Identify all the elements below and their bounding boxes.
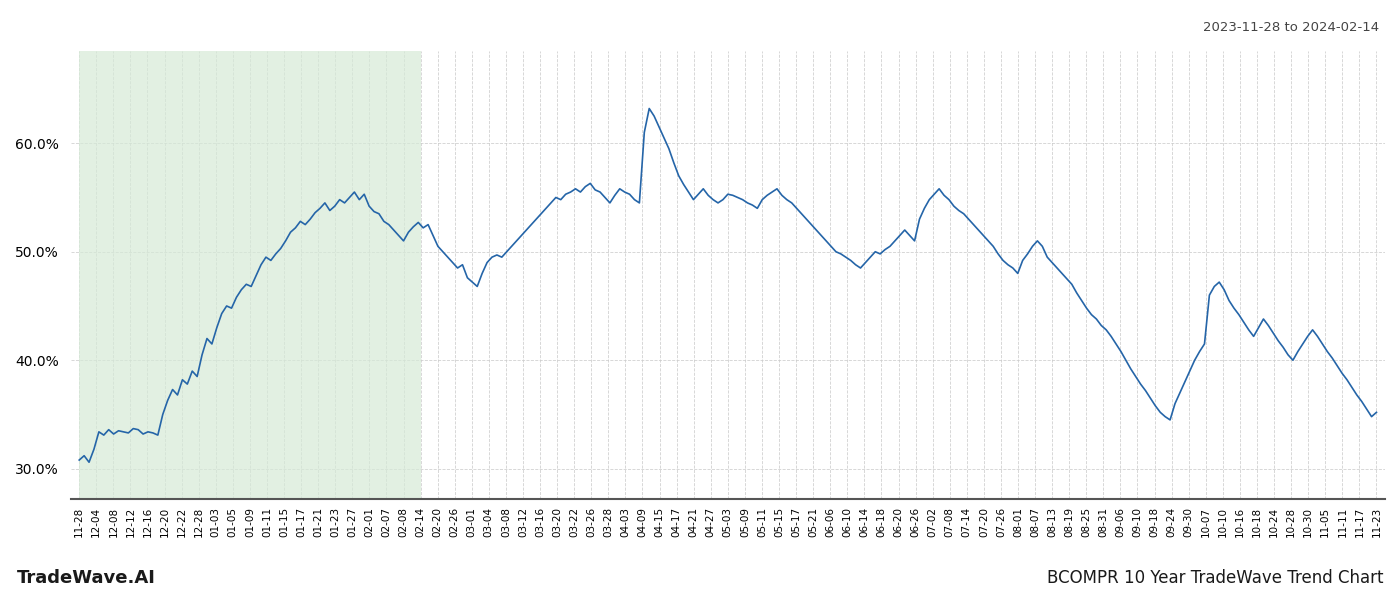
Text: TradeWave.AI: TradeWave.AI [17, 569, 155, 587]
Bar [80, 51, 420, 499]
Text: BCOMPR 10 Year TradeWave Trend Chart: BCOMPR 10 Year TradeWave Trend Chart [1047, 569, 1383, 587]
Text: 2023-11-28 to 2024-02-14: 2023-11-28 to 2024-02-14 [1203, 21, 1379, 34]
